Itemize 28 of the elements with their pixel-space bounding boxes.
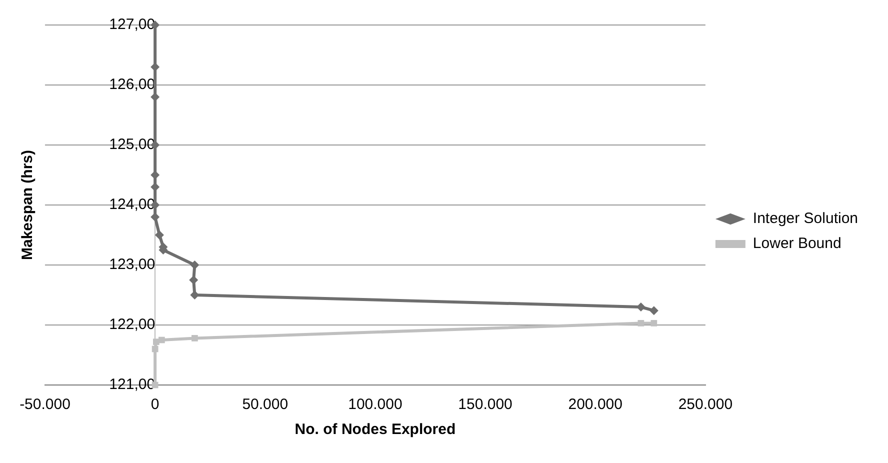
x-tick-label: -50.000 [20, 396, 70, 414]
x-tick-label: 250.000 [678, 396, 733, 414]
point [192, 335, 198, 342]
x-tick-label: 150.000 [458, 396, 512, 414]
y-tick-label: 126,00 [109, 76, 156, 94]
legend-label: Lower Bound [752, 235, 842, 252]
point [158, 336, 165, 344]
point [189, 276, 198, 284]
x-axis-title: No. of Nodes Explored [294, 421, 456, 438]
point [638, 320, 644, 326]
point [150, 182, 160, 192]
point [150, 212, 160, 222]
legend-label: Integer Solution [752, 210, 858, 228]
point [150, 62, 160, 72]
point [150, 170, 160, 180]
x-tick-label: 200.000 [568, 396, 622, 414]
point [190, 260, 200, 270]
point [650, 320, 658, 326]
point [154, 230, 164, 240]
x-tick-label: 50.000 [242, 396, 288, 414]
y-tick-label: 123,00 [109, 256, 156, 274]
x-tick-label: 100.000 [348, 396, 402, 414]
point [152, 346, 158, 352]
y-axis-title: Makespan (hrs) [19, 150, 36, 260]
point [150, 92, 160, 102]
point [649, 306, 658, 316]
x-tick-label: 0 [150, 396, 160, 414]
y-tick-label: 122,00 [109, 316, 156, 334]
